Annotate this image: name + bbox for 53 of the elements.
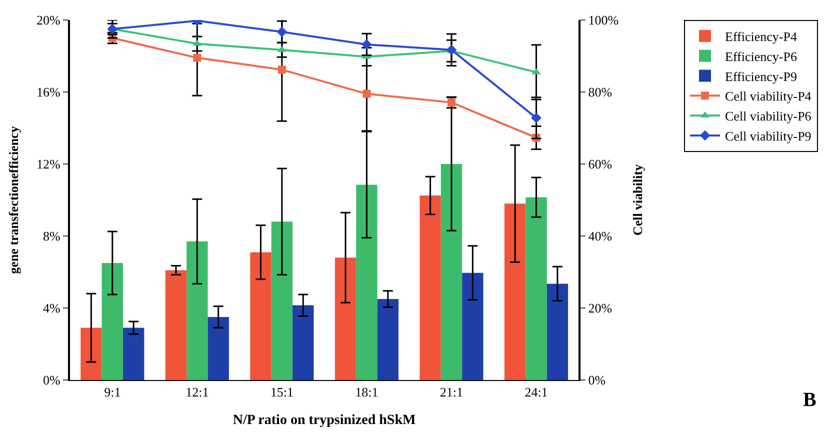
legend-label: Cell viability-P9 xyxy=(725,128,812,144)
x-tick-label: 15:1 xyxy=(270,384,294,400)
legend-label: Efficiency-P4 xyxy=(725,29,798,44)
bar xyxy=(122,328,144,380)
bar xyxy=(334,258,356,380)
y-axis-title: gene transfectionefficiency xyxy=(6,126,22,274)
y2-axis-title: Cell viability xyxy=(630,164,645,236)
bar xyxy=(377,299,398,380)
y-tick-label: 12% xyxy=(36,156,61,172)
x-tick-label: 21:1 xyxy=(440,384,464,400)
bar xyxy=(186,241,208,380)
point xyxy=(276,26,288,38)
legend-label: Efficiency-P6 xyxy=(725,48,798,64)
bar xyxy=(165,270,187,380)
y2-tick-label: 40% xyxy=(588,228,612,244)
point xyxy=(193,54,202,62)
bar xyxy=(356,184,378,380)
bar xyxy=(80,328,102,380)
bar xyxy=(208,317,229,380)
bar xyxy=(546,284,568,380)
bar xyxy=(420,196,441,380)
point xyxy=(446,44,457,56)
legend-label: Cell viability-P4 xyxy=(725,88,812,104)
bar xyxy=(271,222,293,380)
x-tick-label: 9:1 xyxy=(104,384,121,400)
y2-tick-label: 0% xyxy=(588,372,606,388)
y-tick-label: 16% xyxy=(36,84,61,100)
y-tick-label: 0% xyxy=(43,372,61,388)
x-tick-label: 18:1 xyxy=(355,384,378,400)
text: B xyxy=(803,389,816,411)
bar xyxy=(526,197,547,380)
x-tick-label: 12:1 xyxy=(186,384,209,400)
bar xyxy=(250,252,272,380)
x-axis-title: N/P ratio on trypsinized hSkM xyxy=(232,412,416,428)
bar xyxy=(102,263,123,380)
legend-label: Efficiency-P9 xyxy=(725,68,797,84)
y2-tick-label: 60% xyxy=(588,156,612,172)
x-tick-label: 24:1 xyxy=(524,384,548,400)
bar xyxy=(292,305,314,380)
y-tick-label: 4% xyxy=(43,300,61,316)
point xyxy=(531,112,542,124)
point xyxy=(278,66,286,74)
bar xyxy=(440,164,462,380)
bar xyxy=(504,204,526,380)
y-tick-label: 20% xyxy=(36,12,61,28)
point xyxy=(362,39,372,50)
bar xyxy=(462,272,484,380)
y-tick-label: 8% xyxy=(43,228,61,244)
y2-tick-label: 100% xyxy=(588,12,619,28)
y2-tick-label: 80% xyxy=(588,84,612,100)
point xyxy=(362,90,371,98)
y2-tick-label: 20% xyxy=(588,300,612,316)
legend-label: Cell viability-P6 xyxy=(725,108,812,124)
